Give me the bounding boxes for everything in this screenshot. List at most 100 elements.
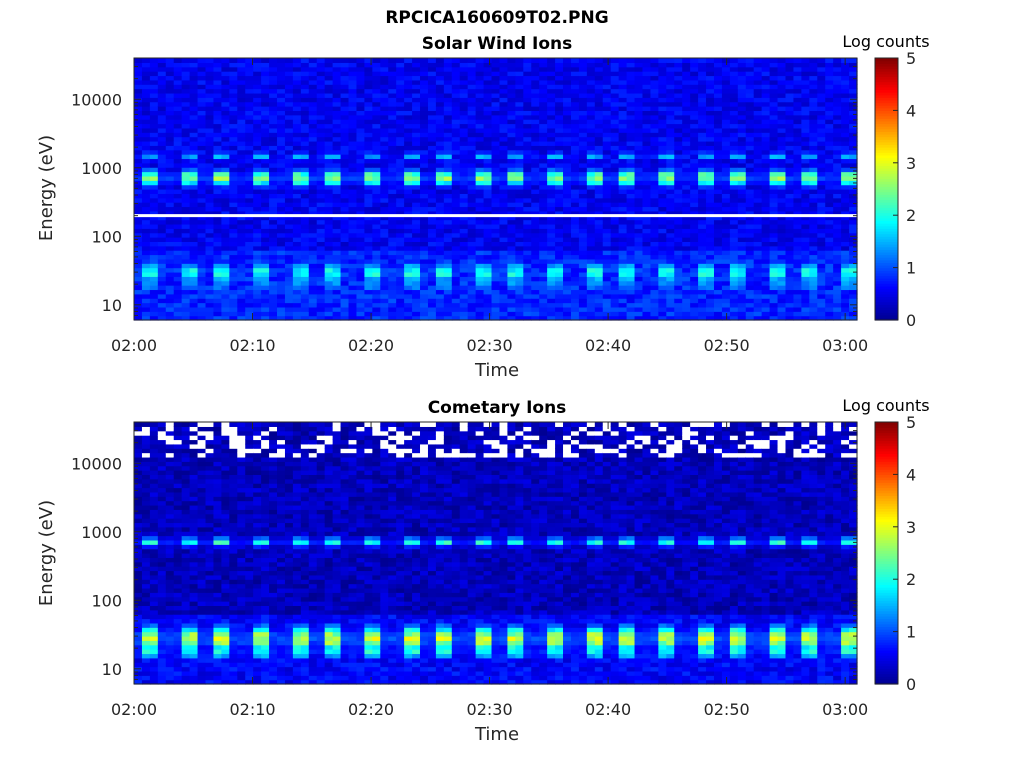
heatmap-cell bbox=[523, 245, 532, 251]
heatmap-cell bbox=[237, 232, 246, 238]
heatmap-cell bbox=[221, 71, 230, 77]
heatmap-cell bbox=[404, 241, 413, 247]
heatmap-cell bbox=[586, 119, 596, 125]
heatmap-cell bbox=[475, 71, 485, 77]
heatmap-cell bbox=[737, 215, 747, 221]
heatmap-cell bbox=[666, 106, 675, 111]
heatmap-cell bbox=[229, 206, 238, 212]
heatmap-cell bbox=[634, 92, 644, 98]
heatmap-cell bbox=[443, 219, 453, 225]
heatmap-cell bbox=[300, 289, 310, 295]
heatmap-cell bbox=[165, 110, 175, 116]
heatmap-cell bbox=[205, 127, 215, 133]
heatmap-cell bbox=[753, 154, 763, 160]
heatmap-cell bbox=[388, 245, 397, 251]
heatmap-cell bbox=[753, 254, 763, 260]
heatmap-cell bbox=[237, 171, 246, 177]
heatmap-cell bbox=[769, 197, 779, 203]
heatmap-cell bbox=[706, 285, 715, 291]
heatmap-cell bbox=[626, 92, 636, 98]
heatmap-cell bbox=[650, 285, 659, 291]
heatmap-cell bbox=[475, 145, 485, 151]
heatmap-cell bbox=[777, 267, 787, 273]
heatmap-cell bbox=[642, 140, 652, 146]
heatmap-cell bbox=[356, 145, 366, 151]
heatmap-cell bbox=[499, 62, 509, 68]
heatmap-cell bbox=[316, 232, 326, 238]
heatmap-cell bbox=[221, 175, 230, 181]
heatmap-cell bbox=[721, 145, 731, 151]
heatmap-cell bbox=[443, 58, 453, 63]
heatmap-cell bbox=[674, 306, 683, 312]
heatmap-cell bbox=[650, 197, 659, 203]
heatmap-cell bbox=[523, 158, 532, 164]
heatmap-cell bbox=[618, 193, 628, 199]
heatmap-cell bbox=[364, 158, 373, 164]
heatmap-cell bbox=[547, 202, 556, 208]
heatmap-cell bbox=[467, 223, 477, 229]
heatmap-cell bbox=[499, 92, 509, 98]
heatmap-cell bbox=[610, 123, 620, 129]
heatmap-cell bbox=[785, 71, 795, 77]
heatmap-cell bbox=[547, 223, 556, 229]
heatmap-cell bbox=[388, 298, 397, 304]
heatmap-cell bbox=[420, 149, 429, 155]
heatmap-cell bbox=[149, 302, 159, 308]
heatmap-cell bbox=[698, 158, 707, 164]
heatmap-cell bbox=[555, 210, 564, 216]
heatmap-cell bbox=[380, 215, 389, 221]
heatmap-cell bbox=[563, 162, 572, 168]
heatmap-cell bbox=[515, 175, 524, 181]
heatmap-cell bbox=[570, 79, 580, 85]
heatmap-cell bbox=[658, 136, 667, 142]
heatmap-cell bbox=[721, 197, 731, 203]
heatmap-cell bbox=[547, 97, 556, 103]
heatmap-cell bbox=[483, 271, 493, 277]
heatmap-cell bbox=[626, 106, 636, 111]
heatmap-cell bbox=[721, 276, 731, 282]
heatmap-cell bbox=[475, 219, 485, 225]
heatmap-cell bbox=[682, 237, 691, 242]
heatmap-cell bbox=[602, 106, 612, 111]
heatmap-cell bbox=[539, 58, 548, 63]
heatmap-cell bbox=[650, 97, 659, 103]
heatmap-cell bbox=[396, 219, 405, 225]
heatmap-cell bbox=[229, 215, 238, 221]
heatmap-cell bbox=[499, 140, 509, 146]
heatmap-cell bbox=[427, 285, 437, 291]
heatmap-cell bbox=[491, 97, 501, 103]
heatmap-cell bbox=[753, 62, 763, 68]
heatmap-cell bbox=[658, 84, 667, 90]
heatmap-cell bbox=[149, 210, 159, 216]
heatmap-cell bbox=[507, 92, 516, 98]
heatmap-cell bbox=[539, 267, 548, 273]
heatmap-cell bbox=[221, 267, 230, 273]
heatmap-cell bbox=[499, 58, 509, 63]
heatmap-cell bbox=[443, 245, 453, 251]
heatmap-cell bbox=[292, 280, 302, 286]
heatmap-cell bbox=[197, 228, 207, 234]
heatmap-cell bbox=[499, 114, 509, 120]
heatmap-cell bbox=[427, 132, 437, 138]
heatmap-cell bbox=[539, 228, 548, 234]
heatmap-cell bbox=[300, 271, 310, 277]
heatmap-cell bbox=[316, 110, 326, 116]
heatmap-cell bbox=[388, 293, 397, 299]
heatmap-cell bbox=[412, 302, 421, 308]
heatmap-cell bbox=[539, 289, 548, 295]
heatmap-cell bbox=[634, 258, 644, 264]
heatmap-cell bbox=[300, 127, 310, 133]
heatmap-cell bbox=[404, 180, 413, 186]
heatmap-cell bbox=[698, 62, 707, 68]
heatmap-cell bbox=[483, 62, 493, 68]
heatmap-cell bbox=[277, 210, 286, 216]
heatmap-cell bbox=[745, 162, 755, 168]
heatmap-cell bbox=[753, 162, 763, 168]
heatmap-cell bbox=[221, 114, 230, 120]
heatmap-cell bbox=[570, 206, 580, 212]
heatmap-cell bbox=[308, 289, 318, 295]
heatmap-cell bbox=[531, 302, 540, 308]
heatmap-cell bbox=[737, 123, 747, 129]
heatmap-cell bbox=[388, 162, 397, 168]
heatmap-cell bbox=[388, 119, 397, 125]
